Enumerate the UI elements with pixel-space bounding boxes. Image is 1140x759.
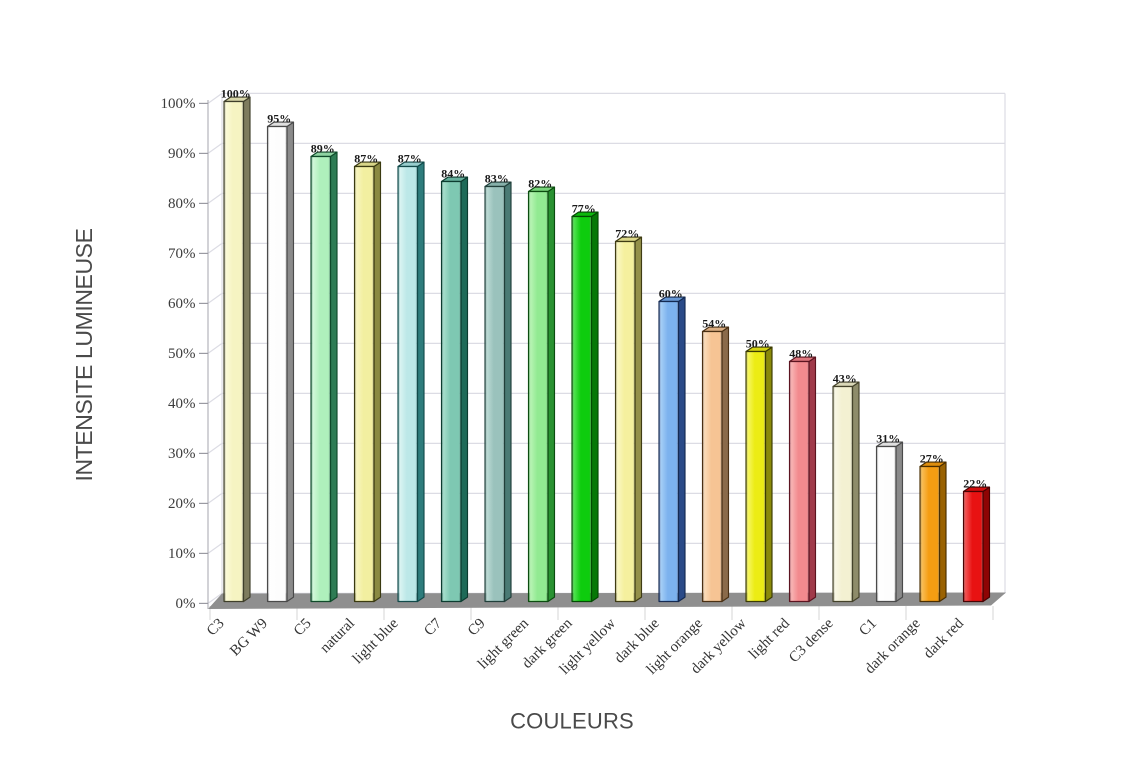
svg-text:100%: 100%: [161, 96, 196, 112]
svg-text:20%: 20%: [168, 496, 196, 512]
svg-text:31%: 31%: [876, 432, 900, 446]
svg-text:40%: 40%: [168, 396, 196, 412]
svg-text:50%: 50%: [746, 337, 770, 351]
svg-text:87%: 87%: [398, 152, 422, 166]
svg-text:48%: 48%: [789, 347, 813, 361]
svg-text:50%: 50%: [168, 346, 196, 362]
svg-text:10%: 10%: [168, 546, 196, 562]
svg-text:72%: 72%: [615, 227, 639, 241]
svg-text:80%: 80%: [168, 196, 196, 212]
svg-text:89%: 89%: [311, 142, 335, 156]
svg-text:54%: 54%: [702, 317, 726, 331]
svg-text:COULEURS: COULEURS: [510, 709, 634, 734]
svg-text:95%: 95%: [267, 112, 291, 126]
svg-text:60%: 60%: [659, 287, 683, 301]
svg-text:INTENSITE LUMINEUSE: INTENSITE LUMINEUSE: [71, 228, 97, 481]
svg-text:84%: 84%: [441, 167, 465, 181]
svg-text:22%: 22%: [963, 477, 987, 491]
svg-text:100%: 100%: [221, 87, 251, 101]
svg-text:43%: 43%: [833, 372, 857, 386]
svg-text:87%: 87%: [354, 152, 378, 166]
svg-text:77%: 77%: [572, 202, 596, 216]
svg-text:82%: 82%: [528, 177, 552, 191]
svg-text:60%: 60%: [168, 296, 196, 312]
svg-text:27%: 27%: [920, 452, 944, 466]
svg-text:83%: 83%: [485, 172, 509, 186]
svg-text:70%: 70%: [168, 246, 196, 262]
svg-text:30%: 30%: [168, 446, 196, 462]
svg-text:90%: 90%: [168, 146, 196, 162]
svg-text:0%: 0%: [176, 596, 196, 612]
